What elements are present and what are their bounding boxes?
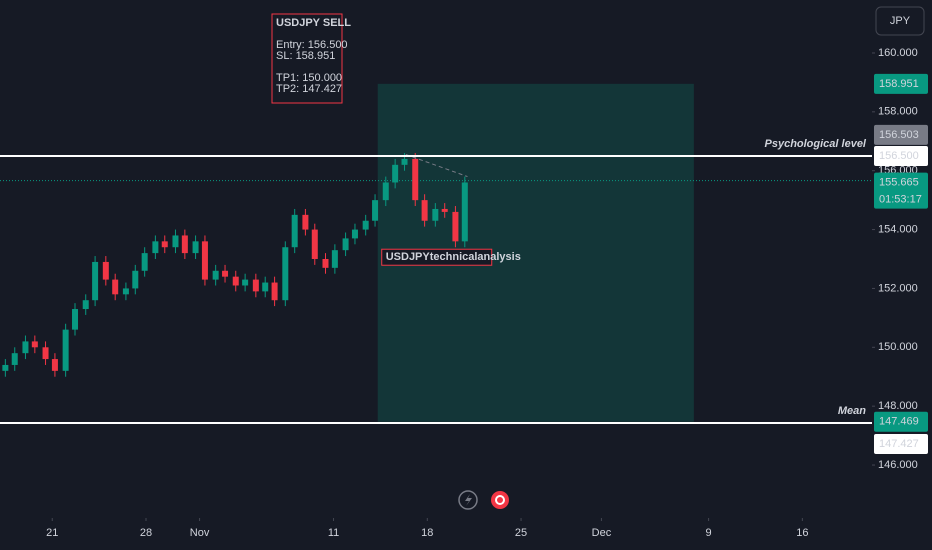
candle-body [271, 282, 278, 301]
candle-body [152, 241, 159, 254]
candle-body [401, 158, 408, 165]
candle-body [412, 158, 419, 201]
candle-body [342, 238, 349, 251]
x-tick-label: 21 [46, 527, 58, 539]
note-title: USDJPY SELL [276, 17, 351, 29]
candle-body [222, 270, 229, 277]
candle-body [102, 261, 109, 280]
candle-body [141, 253, 148, 271]
candle-body [82, 300, 89, 310]
source-tag: USDJPYtechnicalanalysis [386, 251, 521, 263]
y-tick-label: 150.000 [878, 341, 918, 353]
y-tick-label: 154.000 [878, 223, 918, 235]
candle-body [291, 214, 298, 248]
x-tick-label: Nov [190, 527, 210, 539]
candle-body [262, 282, 269, 292]
price-tag [874, 73, 928, 94]
trend-line [405, 154, 468, 178]
candle-body [31, 341, 38, 348]
note-line: Entry: 156.500 [276, 39, 348, 51]
price-tag [874, 145, 928, 166]
candle-body [392, 164, 399, 183]
candle-body [331, 250, 338, 268]
candle-body [232, 276, 239, 286]
price-tag-label: 158.951 [879, 78, 919, 90]
x-tick-label: 16 [796, 527, 808, 539]
candle-body [432, 208, 439, 221]
candle-body [172, 235, 179, 248]
record-dot [497, 497, 503, 503]
level-name: Psychological level [765, 138, 867, 150]
price-tag-label: 147.427 [879, 438, 919, 450]
flash-icon[interactable] [458, 490, 478, 510]
x-tick-label: 28 [140, 527, 152, 539]
candle-body [92, 261, 99, 301]
candle-body [132, 270, 139, 289]
currency: JPY [890, 15, 911, 27]
candle-body [72, 309, 79, 330]
y-tick-label: 146.000 [878, 459, 918, 471]
candle-body [252, 279, 259, 292]
candle-body [22, 341, 29, 354]
x-tick-label: 25 [515, 527, 527, 539]
candle-body [62, 329, 69, 371]
candle-body [322, 259, 329, 268]
candle-body [382, 182, 389, 201]
note-line: TP2: 147.427 [276, 83, 342, 95]
note-line: TP1: 150.000 [276, 72, 342, 84]
x-tick-label: 11 [328, 527, 339, 539]
y-tick-label: 158.000 [878, 106, 918, 118]
candle-body [351, 229, 358, 239]
price-tag [874, 411, 928, 432]
candle-body [11, 353, 18, 365]
candle-body [282, 247, 289, 301]
price-tag-label: 156.500 [879, 150, 919, 162]
x-tick-label: 18 [421, 527, 433, 539]
candle-body [441, 208, 448, 212]
candle-body [201, 241, 208, 280]
candle-body [51, 359, 58, 371]
note-line: SL: 158.951 [276, 50, 335, 62]
candle-body [192, 241, 199, 254]
candle-body [461, 182, 468, 242]
candle-body [362, 220, 369, 230]
candle-body [122, 288, 129, 295]
note-box [271, 13, 343, 104]
price-tag [874, 434, 928, 455]
level-name: Mean [838, 405, 866, 417]
candle-body [181, 235, 188, 254]
candle-body [311, 229, 318, 259]
price-tag [874, 124, 928, 145]
y-tick-label: 160.000 [878, 47, 918, 59]
x-tick-label: Dec [592, 527, 612, 539]
candle-body [452, 211, 459, 242]
price-tag-label: 155.665 [879, 176, 919, 188]
candle-body [372, 200, 379, 221]
candle-body [242, 279, 249, 286]
flash-glyph [465, 494, 472, 506]
candle-body [112, 279, 119, 295]
y-tick-label: 148.000 [878, 400, 918, 412]
y-tick-label: 152.000 [878, 282, 918, 294]
currency-button[interactable] [875, 6, 925, 36]
candle-body [212, 270, 219, 280]
candle-body [302, 214, 309, 230]
countdown: 01:53:17 [879, 193, 922, 205]
candle-body [161, 241, 168, 248]
candle-body [421, 200, 428, 221]
x-tick-label: 9 [706, 527, 712, 539]
source-tag-box [381, 248, 493, 266]
price-tag-label: 147.469 [879, 416, 919, 428]
candle-body [42, 347, 49, 360]
price-tag [874, 172, 928, 209]
candle-body [2, 364, 9, 371]
price-tag-label: 156.503 [879, 129, 919, 141]
